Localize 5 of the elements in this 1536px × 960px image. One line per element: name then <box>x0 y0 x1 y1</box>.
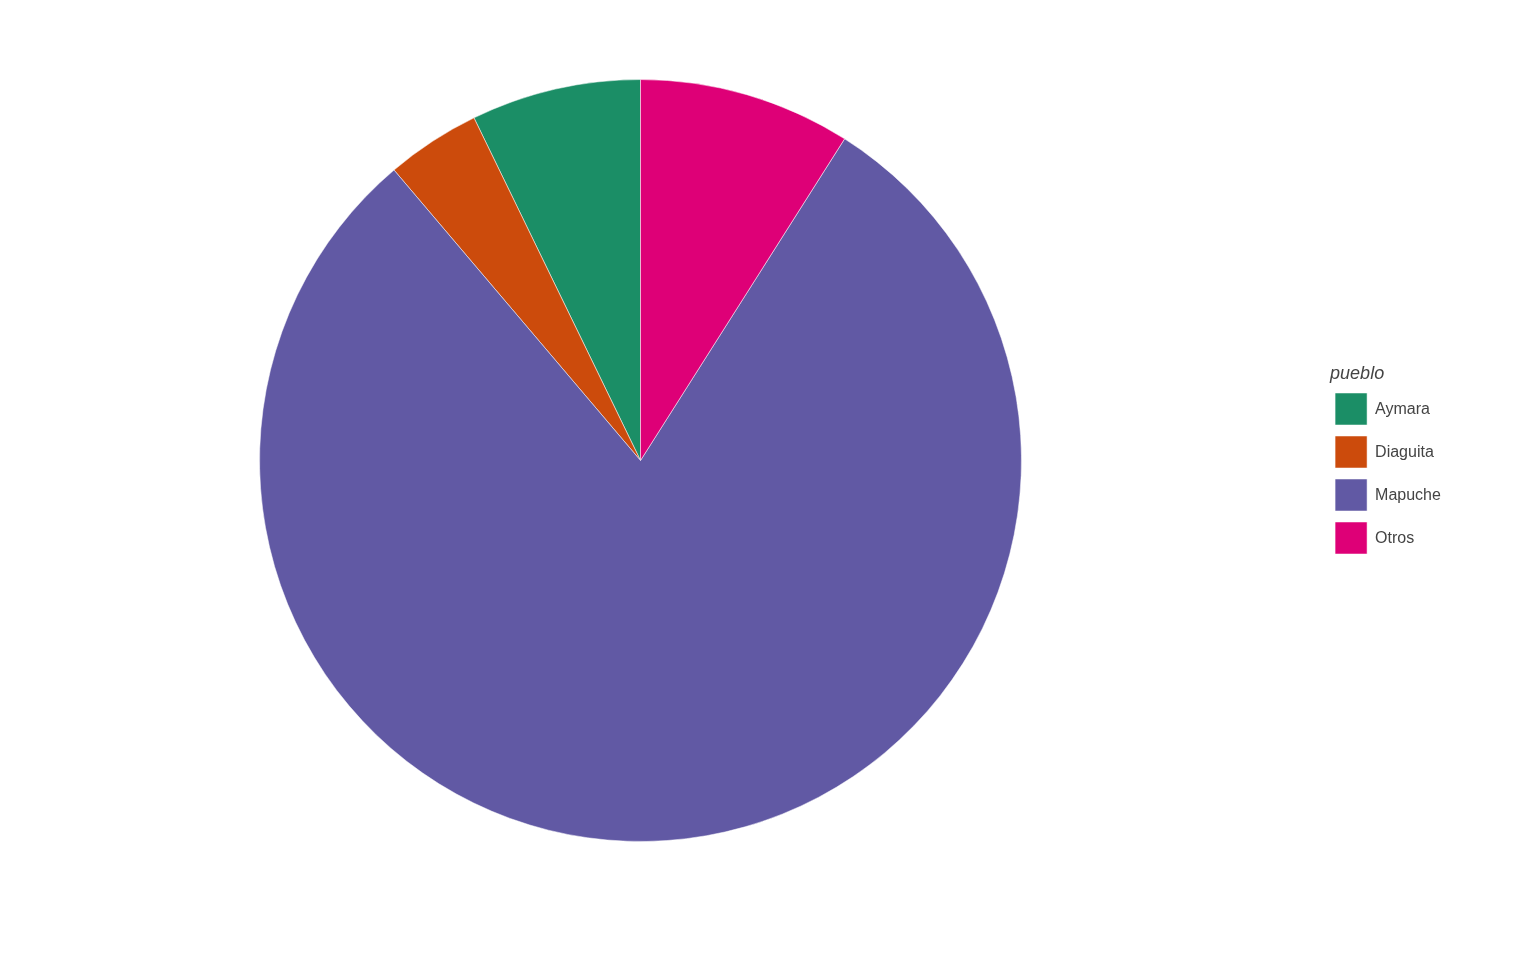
legend-title: pueblo <box>1330 362 1386 384</box>
legend-label: Mapuche <box>1375 485 1441 504</box>
legend-label: Diaguita <box>1375 442 1434 461</box>
legend-label: Otros <box>1375 528 1415 547</box>
legend-label: Aymara <box>1375 399 1430 418</box>
